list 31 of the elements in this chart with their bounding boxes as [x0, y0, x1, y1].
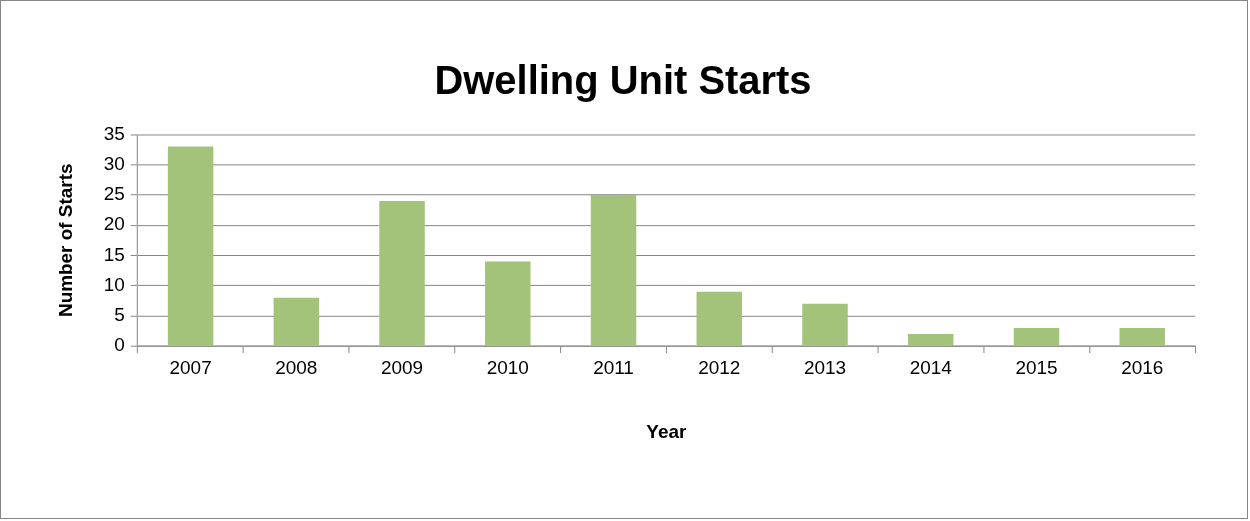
bar	[379, 200, 425, 346]
x-tick-label: 2008	[275, 356, 318, 378]
y-tick-label: 10	[103, 273, 125, 295]
bar	[167, 146, 214, 346]
y-tick-label: 35	[103, 122, 125, 144]
bar	[273, 297, 320, 346]
chart-title: Dwelling Unit Starts	[434, 57, 812, 102]
x-tick-label: 2011	[593, 356, 634, 378]
bar	[696, 291, 742, 346]
y-axis-title: Number of Starts	[54, 163, 76, 318]
bar	[908, 333, 954, 346]
bar	[485, 261, 531, 346]
x-tick-label: 2014	[909, 356, 952, 378]
bar	[590, 194, 637, 346]
x-tick-label: 2012	[698, 356, 741, 378]
x-tick-label: 2010	[486, 356, 529, 378]
y-tick-label: 0	[114, 334, 125, 356]
x-tick-label: 2016	[1121, 356, 1164, 378]
y-tick-label: 5	[114, 304, 125, 326]
bar	[1119, 327, 1165, 346]
y-tick-label: 25	[103, 183, 125, 205]
bar	[1013, 327, 1060, 346]
y-tick-label: 15	[103, 243, 125, 265]
x-tick-label: 2007	[169, 356, 212, 378]
x-tick-label: 2015	[1015, 356, 1058, 378]
x-tick-label: 2013	[803, 356, 847, 378]
y-tick-label: 20	[103, 213, 125, 235]
x-tick-label: 2009	[380, 356, 424, 378]
x-axis-title: Year	[646, 421, 688, 443]
y-tick-label: 30	[103, 152, 125, 174]
bar	[802, 303, 848, 346]
